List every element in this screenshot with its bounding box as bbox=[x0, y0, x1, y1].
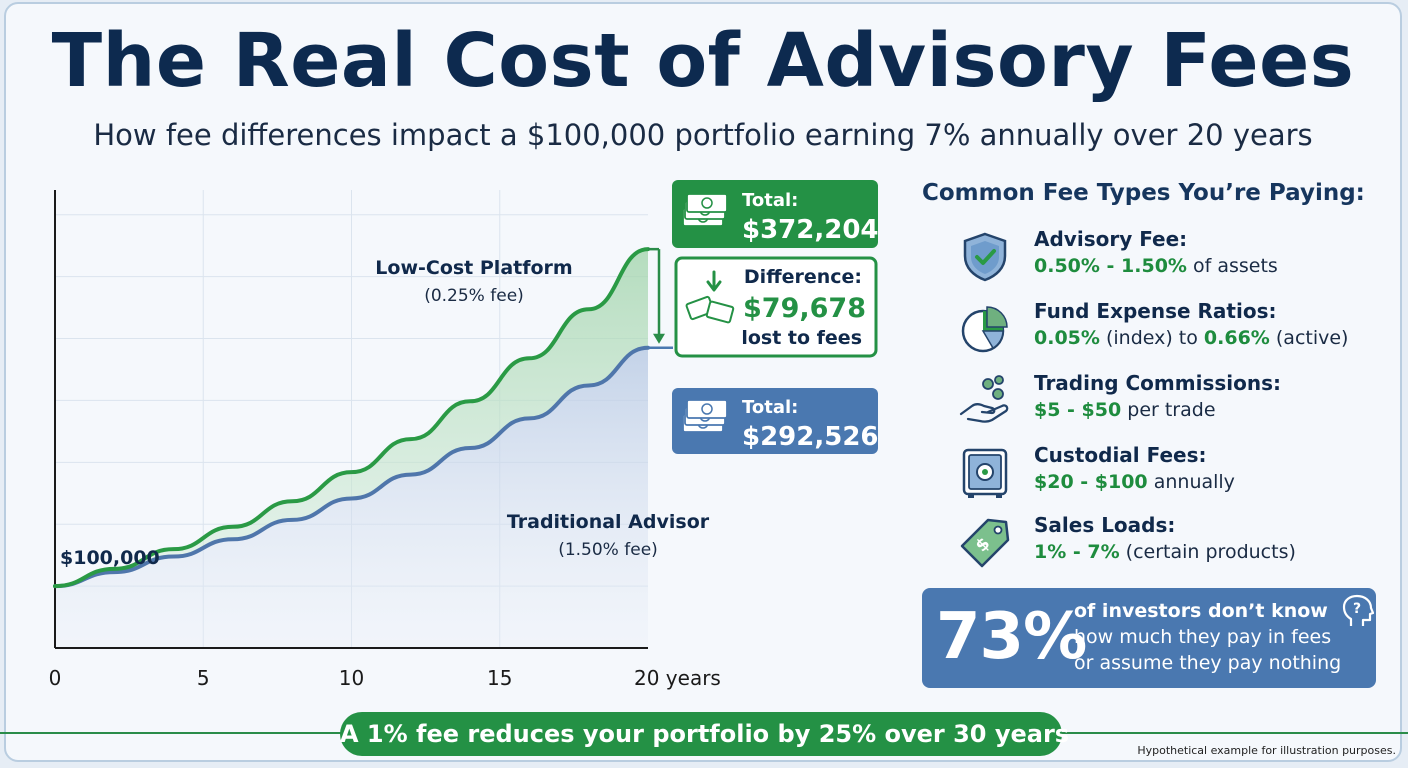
page-title: The Real Cost of Advisory Fees bbox=[51, 18, 1355, 104]
x-tick-label: 20 years bbox=[634, 666, 721, 690]
start-value-label: $100,000 bbox=[60, 547, 160, 569]
fee-name: Advisory Fee: bbox=[1034, 227, 1188, 251]
x-tick-label: 0 bbox=[49, 666, 62, 690]
low-cost-fee-label: (0.25% fee) bbox=[424, 286, 524, 306]
fee-detail: 0.50% - 1.50% of assets bbox=[1034, 255, 1278, 277]
fee-impact-banner: A 1% fee reduces your portfolio by 25% o… bbox=[340, 712, 1069, 756]
disclaimer: Hypothetical example for illustration pu… bbox=[1137, 744, 1396, 757]
money-stack-icon bbox=[682, 399, 728, 433]
pie-chart-icon bbox=[961, 306, 1008, 353]
svg-text:?: ? bbox=[1353, 601, 1361, 617]
x-tick-label: 15 bbox=[487, 666, 512, 690]
fee-name: Fund Expense Ratios: bbox=[1034, 299, 1277, 323]
low-cost-series-label: Low-Cost Platform bbox=[375, 257, 572, 279]
fee-name: Trading Commissions: bbox=[1034, 371, 1281, 395]
bill-seal bbox=[701, 197, 713, 209]
stat-line-3: or assume they pay nothing bbox=[1074, 652, 1342, 674]
fee-detail: 1% - 7% (certain products) bbox=[1034, 541, 1296, 563]
stat-line-2: how much they pay in fees bbox=[1074, 626, 1332, 648]
bill bbox=[686, 193, 728, 213]
traditional-area bbox=[55, 347, 648, 648]
bill bbox=[705, 300, 735, 324]
fee-detail: 0.05% (index) to 0.66% (active) bbox=[1034, 327, 1349, 349]
shield-check-icon bbox=[963, 232, 1007, 282]
difference-value: $79,678 bbox=[743, 293, 866, 324]
bottom-total-value: $292,526 bbox=[742, 422, 879, 452]
bottom-total-label: Total: bbox=[742, 397, 798, 418]
x-tick-label: 5 bbox=[197, 666, 210, 690]
difference-note: lost to fees bbox=[741, 327, 862, 349]
fee-name: Custodial Fees: bbox=[1034, 443, 1207, 467]
price-tag-icon: $ bbox=[960, 518, 1010, 568]
bill bbox=[686, 399, 728, 419]
bill-seal bbox=[701, 403, 713, 415]
difference-arrow-head bbox=[653, 333, 665, 344]
traditional-fee-label: (1.50% fee) bbox=[558, 540, 658, 560]
fee-name: Sales Loads: bbox=[1034, 513, 1176, 537]
low-cost-line bbox=[53, 247, 650, 589]
traditional-series-label: Traditional Advisor bbox=[507, 511, 710, 533]
top-total-value: $372,204 bbox=[742, 215, 879, 245]
safe-icon bbox=[962, 448, 1008, 498]
difference-label: Difference: bbox=[744, 266, 862, 288]
top-total-label: Total: bbox=[742, 190, 798, 211]
stat-number: 73% bbox=[936, 600, 1087, 674]
traditional-line bbox=[53, 345, 650, 589]
money-stack-icon bbox=[682, 193, 728, 227]
hand-coins-icon bbox=[959, 375, 1009, 423]
x-tick-label: 10 bbox=[339, 666, 364, 690]
fee-detail: $20 - $100 annually bbox=[1034, 471, 1235, 493]
fee-types-title: Common Fee Types You’re Paying: bbox=[922, 180, 1365, 206]
page-subtitle: How fee differences impact a $100,000 po… bbox=[93, 118, 1313, 152]
stat-line-1: of investors don’t know bbox=[1074, 600, 1328, 622]
down-arrow bbox=[706, 270, 722, 292]
fee-detail: $5 - $50 per trade bbox=[1034, 399, 1216, 421]
investor-stat-box: 73% of investors don’t know how much the… bbox=[922, 588, 1376, 688]
question-head-icon: ? bbox=[1342, 594, 1374, 626]
difference-callout bbox=[674, 256, 878, 358]
money-loss-icon bbox=[685, 270, 735, 324]
